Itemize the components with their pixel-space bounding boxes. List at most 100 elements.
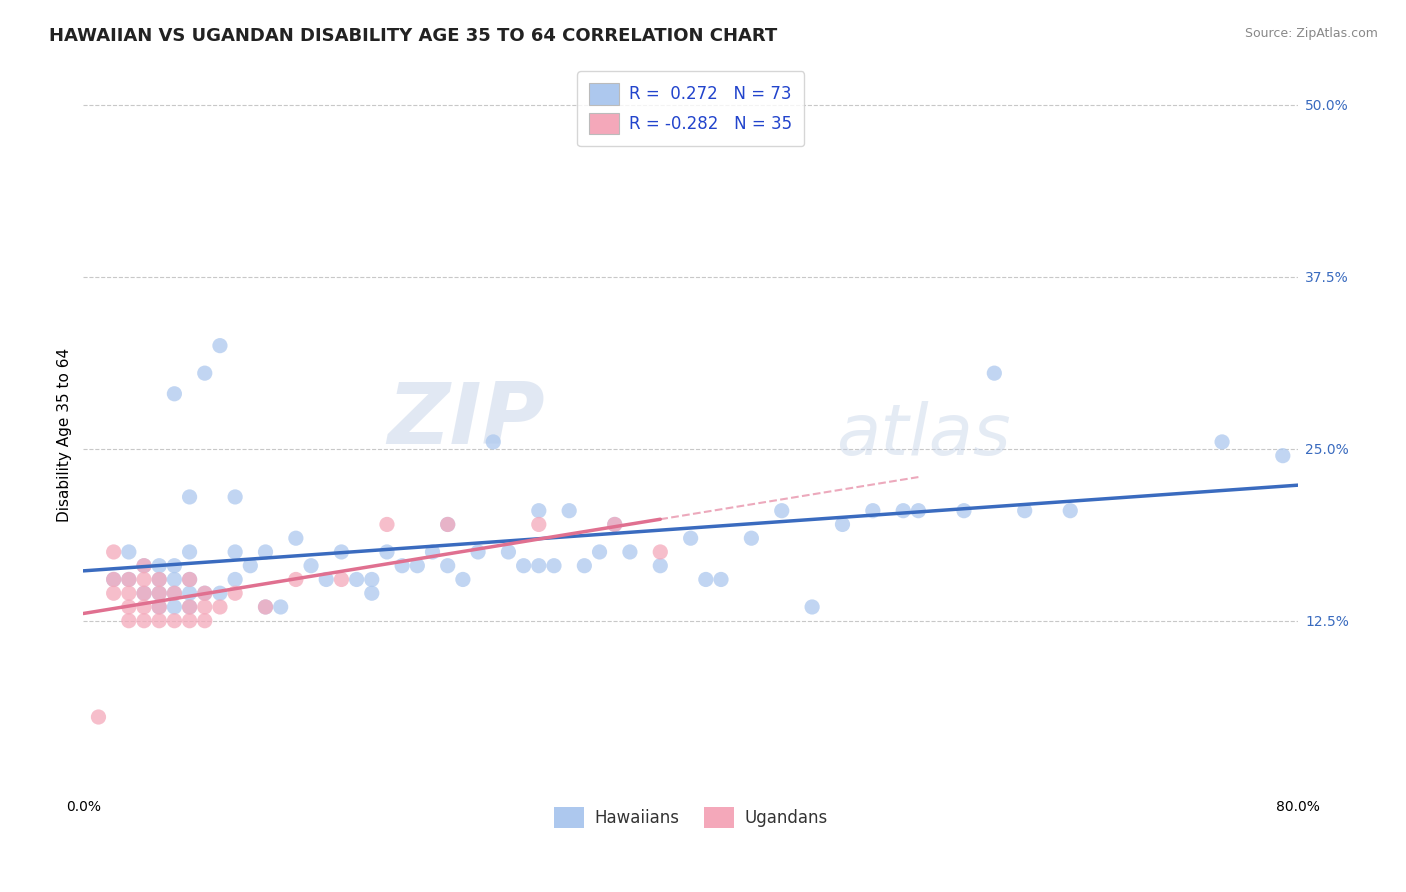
Point [132, 558, 155, 573]
Point [132, 573, 155, 587]
Point [284, 531, 307, 545]
Point [179, 573, 201, 587]
Point [148, 586, 170, 600]
Point [512, 558, 534, 573]
Point [299, 558, 322, 573]
Point [498, 545, 520, 559]
Point [208, 586, 231, 600]
Point [163, 586, 186, 600]
Point [467, 545, 489, 559]
Point [603, 517, 626, 532]
Point [451, 573, 474, 587]
Point [118, 573, 141, 587]
Point [179, 490, 201, 504]
Point [391, 558, 413, 573]
Point [983, 366, 1005, 380]
Point [103, 573, 125, 587]
Text: HAWAIIAN VS UGANDAN DISABILITY AGE 35 TO 64 CORRELATION CHART: HAWAIIAN VS UGANDAN DISABILITY AGE 35 TO… [49, 27, 778, 45]
Point [315, 573, 337, 587]
Point [148, 599, 170, 614]
Point [679, 531, 702, 545]
Point [239, 558, 262, 573]
Point [907, 504, 929, 518]
Point [118, 599, 141, 614]
Point [194, 599, 217, 614]
Point [891, 504, 914, 518]
Point [1271, 449, 1294, 463]
Point [1059, 504, 1081, 518]
Point [132, 614, 155, 628]
Point [118, 545, 141, 559]
Point [558, 504, 581, 518]
Point [375, 517, 398, 532]
Point [422, 545, 444, 559]
Text: atlas: atlas [837, 401, 1011, 469]
Point [801, 599, 824, 614]
Point [224, 573, 246, 587]
Point [148, 614, 170, 628]
Point [179, 586, 201, 600]
Text: ZIP: ZIP [387, 379, 546, 462]
Point [953, 504, 976, 518]
Point [103, 586, 125, 600]
Point [436, 517, 458, 532]
Point [194, 366, 217, 380]
Point [179, 545, 201, 559]
Point [118, 573, 141, 587]
Point [770, 504, 793, 518]
Point [270, 599, 292, 614]
Point [179, 599, 201, 614]
Point [740, 531, 762, 545]
Point [224, 586, 246, 600]
Point [224, 490, 246, 504]
Point [436, 517, 458, 532]
Point [527, 517, 550, 532]
Point [482, 434, 505, 449]
Point [588, 545, 610, 559]
Point [163, 573, 186, 587]
Point [831, 517, 853, 532]
Point [194, 586, 217, 600]
Point [132, 599, 155, 614]
Point [619, 545, 641, 559]
Point [118, 586, 141, 600]
Point [574, 558, 596, 573]
Point [148, 573, 170, 587]
Point [208, 599, 231, 614]
Point [163, 386, 186, 401]
Point [436, 558, 458, 573]
Point [406, 558, 429, 573]
Point [87, 710, 110, 724]
Point [132, 586, 155, 600]
Point [254, 599, 277, 614]
Point [148, 558, 170, 573]
Point [862, 504, 884, 518]
Text: Source: ZipAtlas.com: Source: ZipAtlas.com [1244, 27, 1378, 40]
Point [163, 558, 186, 573]
Point [163, 614, 186, 628]
Point [179, 599, 201, 614]
Point [163, 599, 186, 614]
Point [1211, 434, 1233, 449]
Point [179, 614, 201, 628]
Point [603, 517, 626, 532]
Point [375, 545, 398, 559]
Point [284, 573, 307, 587]
Point [148, 586, 170, 600]
Point [118, 614, 141, 628]
Point [194, 614, 217, 628]
Point [194, 586, 217, 600]
Point [179, 573, 201, 587]
Point [148, 599, 170, 614]
Point [208, 338, 231, 352]
Point [254, 545, 277, 559]
Point [103, 545, 125, 559]
Point [163, 586, 186, 600]
Point [527, 558, 550, 573]
Point [103, 573, 125, 587]
Point [710, 573, 733, 587]
Point [1014, 504, 1036, 518]
Point [527, 504, 550, 518]
Point [360, 586, 382, 600]
Point [650, 545, 672, 559]
